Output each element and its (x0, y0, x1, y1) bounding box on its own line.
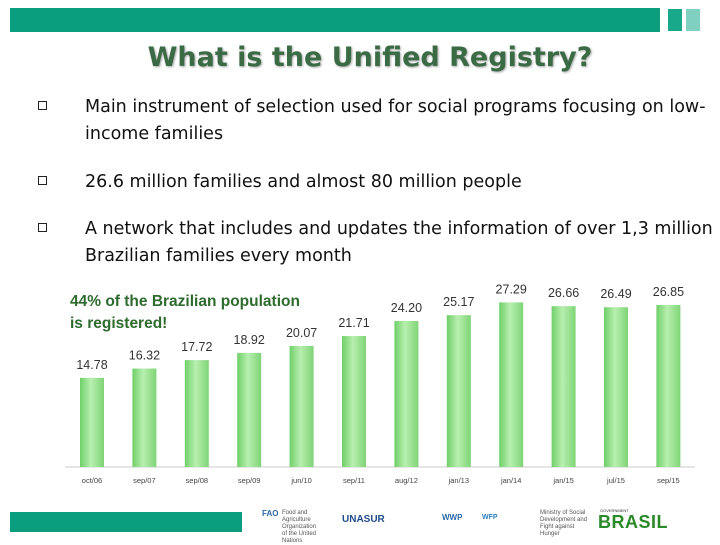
x-tick-label: sep/09 (238, 476, 261, 485)
top-accent-square (668, 9, 682, 31)
bar-jan-15 (551, 306, 576, 467)
bar-value-label: 14.78 (76, 358, 107, 372)
bar-sep-15 (656, 305, 681, 467)
bar-value-label: 20.07 (286, 326, 317, 340)
bar-jun-10 (289, 345, 314, 467)
checkbox-bullet-icon (38, 101, 47, 110)
x-tick-label: jan/13 (448, 476, 469, 485)
x-tick-label: oct/06 (82, 476, 102, 485)
checkbox-bullet-icon (38, 176, 47, 185)
ministry-logo-text: Ministry of Social Development and Fight… (540, 510, 588, 537)
bar-value-label: 18.92 (234, 333, 265, 347)
checkbox-bullet-icon (38, 223, 47, 232)
bar-sep-09 (237, 352, 262, 467)
bar-value-label: 17.72 (181, 340, 212, 354)
x-tick-label: sep/08 (186, 476, 209, 485)
bar-jan-14 (499, 302, 524, 467)
top-accent-square-light (686, 9, 700, 31)
top-accent-bar (10, 8, 660, 32)
chart-annotation: 44% of the Brazilian population is regis… (70, 293, 300, 332)
fao-logo: FAO (262, 509, 279, 518)
bar-value-label: 26.85 (653, 285, 684, 299)
wfp-logo: WFP (482, 514, 498, 521)
bar-jan-13 (446, 315, 471, 467)
bar-value-label: 21.71 (338, 316, 369, 330)
x-tick-label: jan/14 (500, 476, 521, 485)
brasil-logo: BRASIL (598, 512, 668, 532)
footer-logos: FAO Food and Agriculture Organization of… (250, 508, 710, 544)
bar-jul-15 (604, 307, 628, 467)
bar-aug-12 (394, 321, 419, 467)
x-tick-label: jan/15 (552, 476, 573, 485)
bar-value-label: 16.32 (129, 349, 160, 363)
x-tick-label: aug/12 (395, 476, 418, 485)
unasur-logo: UNASUR (342, 514, 385, 525)
wwp-logo: WWP (442, 513, 463, 522)
bar-sep-07 (132, 368, 157, 467)
bar-value-label: 26.49 (600, 287, 631, 301)
x-tick-label: sep/15 (657, 476, 680, 485)
bar-sep-08 (184, 360, 209, 467)
page-title: What is the Unified Registry? (147, 42, 593, 73)
bar-value-label: 27.29 (496, 282, 527, 296)
bullet-text: Main instrument of selection used for so… (85, 97, 706, 144)
x-tick-label: sep/11 (343, 476, 365, 485)
x-tick-label: jun/10 (290, 476, 311, 485)
bar-value-label: 25.17 (443, 295, 474, 309)
bottom-accent-bar (10, 512, 242, 532)
bullet-text: A network that includes and updates the … (85, 219, 713, 266)
bar-value-label: 24.20 (391, 301, 422, 315)
bar-sep-11 (342, 336, 366, 467)
x-tick-label: jul/15 (606, 476, 625, 485)
registered-families-bar-chart: 14.78 oct/06 16.32 sep/07 17.72 sep/08 18.92 se… (65, 282, 695, 485)
bar-oct-06 (80, 377, 104, 467)
brasil-logo-sub: GOVERNMENT (600, 508, 629, 513)
bullet-text: 26.6 million families and almost 80 mill… (85, 172, 522, 192)
x-tick-label: sep/07 (133, 476, 156, 485)
bar-value-label: 26.66 (548, 286, 579, 300)
